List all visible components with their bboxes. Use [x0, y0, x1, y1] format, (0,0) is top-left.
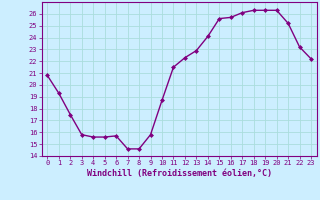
X-axis label: Windchill (Refroidissement éolien,°C): Windchill (Refroidissement éolien,°C) — [87, 169, 272, 178]
